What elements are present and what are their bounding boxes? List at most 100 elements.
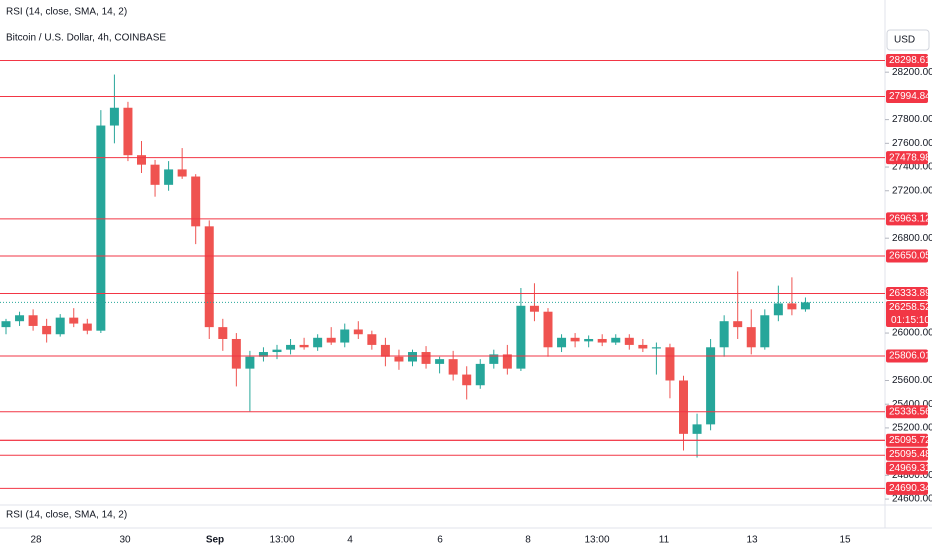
y-tick-label: 28200.00 [892,67,932,78]
x-tick-label: 8 [525,535,531,546]
price-label-box [886,481,928,495]
indicator-label[interactable]: RSI (14, close, SMA, 14, 2) [6,7,127,18]
price-label: 24969.31 [889,463,931,474]
y-tick-label: 27400.00 [892,162,932,173]
price-label-box [886,249,928,263]
y-tick-label: 26000.00 [892,328,932,339]
price-label: 25095.72 [889,435,931,446]
x-tick-label: Sep [206,535,224,546]
candle-body [516,305,526,369]
candle-body [557,337,567,348]
candle-body [177,169,187,177]
price-label: 27994.84 [889,91,931,102]
price-label: 26258.52 [889,302,931,313]
candle-body [313,337,323,348]
x-tick-label: 30 [119,535,131,546]
candle-body [28,315,38,326]
candle-body [787,303,797,310]
candle-body [692,424,702,434]
y-tick-label: 24600.00 [892,494,932,505]
price-label-box [886,151,928,165]
y-tick-label: 25600.00 [892,375,932,386]
y-tick-label: 27600.00 [892,138,932,149]
candle-body [800,302,810,310]
candle-body [584,338,594,342]
candle-body [55,317,65,335]
candle-body [773,303,783,316]
candle-body [42,325,52,335]
y-tick-label: 26800.00 [892,233,932,244]
x-tick-label: 15 [839,535,851,546]
candle-body [286,344,296,350]
candle-body [611,337,621,343]
price-label-box [886,300,928,327]
candle-body [69,317,79,324]
candle-body [638,344,648,349]
candle-body [82,323,92,331]
candle-body [258,352,268,357]
y-tick-label: 27800.00 [892,114,932,125]
candle-body [719,321,729,348]
candle-body [218,327,228,339]
price-label-box [886,405,928,419]
candle-body [231,338,241,369]
candle-body [245,356,255,369]
candle-body [408,352,417,362]
candle-body [272,349,282,353]
candle-body [1,321,11,328]
candle-body [570,337,580,342]
currency-label: USD [894,35,915,46]
candle-body [367,334,377,345]
candle-body [109,107,119,126]
candle-body [733,321,743,328]
price-label: 26963.12 [889,213,931,224]
x-tick-label: 13 [746,535,758,546]
candle-body [597,338,607,343]
price-label-box [886,90,928,104]
y-tick-label: 24800.00 [892,470,932,481]
candle-body [462,374,472,386]
x-tick-label: 11 [659,535,670,546]
x-tick-label: 6 [437,535,443,546]
candle-body [421,352,431,364]
price-label-box [886,461,928,475]
price-label-box [886,286,928,300]
candle-body [651,347,661,349]
price-label-box [886,53,928,67]
price-label-box [886,447,928,461]
x-tick-label: 13:00 [269,535,294,546]
candle-body [164,169,174,185]
candle-body [624,337,634,345]
x-tick-label: 13:00 [584,535,609,546]
price-label: 26650.05 [889,251,931,262]
candle-body [475,363,485,386]
candle-body [448,359,458,375]
candle-body [15,315,25,322]
price-label-box [886,433,928,447]
price-label-box [886,212,928,226]
countdown-label: 01:15:10 [891,315,930,326]
candle-body [150,164,160,185]
candle-body [489,354,499,364]
indicator-label[interactable]: RSI (14, close, SMA, 14, 2) [6,510,127,521]
candle-body [123,107,133,156]
price-label: 25336.56 [889,406,931,417]
candle-body [299,344,309,348]
candle-body [746,327,756,348]
candle-body [191,176,201,227]
currency-button[interactable] [886,29,930,51]
candle-body [96,125,106,331]
candle-body [204,226,214,328]
x-tick-label: 28 [30,535,42,546]
price-label: 25806.01 [889,351,931,362]
y-tick-label: 27200.00 [892,185,932,196]
price-label: 24690.34 [889,483,931,494]
candle-body [353,329,363,335]
price-label: 27478.98 [889,152,931,163]
candle-body [760,315,770,348]
candle-body [665,347,675,381]
candle-body [502,354,512,369]
price-label-box [886,349,928,363]
symbol-title[interactable]: Bitcoin / U.S. Dollar, 4h, COINBASE [6,33,166,44]
